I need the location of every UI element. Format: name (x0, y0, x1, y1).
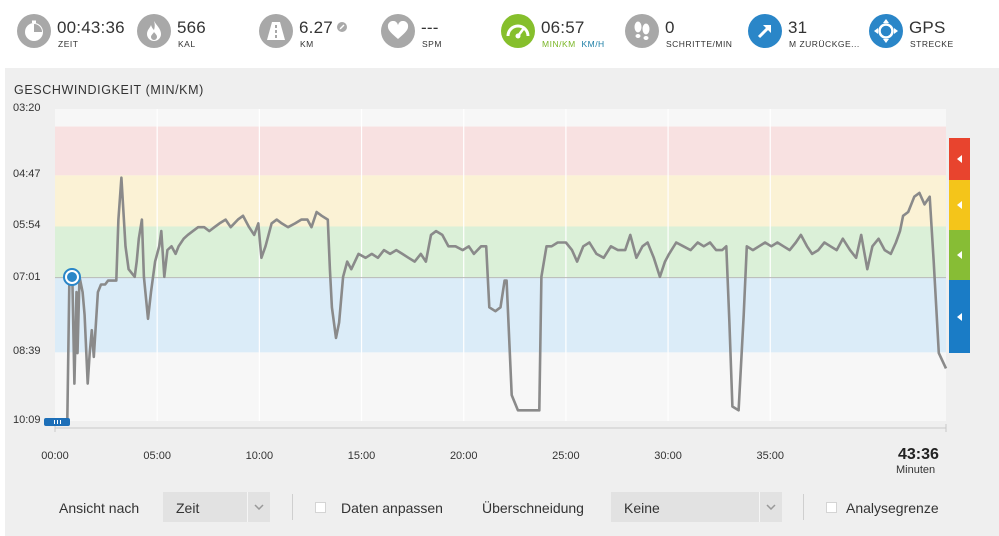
zone-tab-yellow[interactable] (949, 180, 970, 230)
zone-arrow-icon (957, 312, 962, 321)
chart-end-unit: Minuten (896, 464, 936, 476)
view-by-label: Ansicht nach (59, 500, 140, 516)
x-tick-label: 35:00 (756, 450, 785, 462)
view-by-select[interactable]: Zeit (163, 492, 270, 522)
stat-calories-value: 566 (177, 18, 206, 37)
x-tick-label: 30:00 (654, 450, 682, 462)
y-tick-label: 07:01 (13, 270, 41, 283)
speedometer-icon (501, 14, 535, 48)
zone-arrow-icon (957, 251, 962, 259)
flame-icon (137, 14, 171, 48)
fit-data-checkbox[interactable] (315, 502, 326, 513)
stat-distance-value: 6.27 (299, 18, 333, 37)
overlap-select[interactable]: Keine (611, 492, 782, 522)
stat-heart-unit: SPM (422, 39, 442, 49)
divider (803, 494, 804, 520)
stat-cadence-unit: SCHRITTE/MIN (666, 39, 733, 49)
y-tick-label: 04:47 (13, 168, 41, 181)
range-start-handle[interactable] (44, 418, 70, 426)
zone-tab-blue[interactable] (949, 280, 970, 353)
chart-end-time: 43:36 (898, 446, 939, 463)
pace-chart[interactable] (5, 68, 999, 536)
x-tick-label: 15:00 (347, 450, 376, 462)
overlap-label: Überschneidung (482, 500, 584, 516)
x-tick-label: 05:00 (143, 450, 171, 462)
zone-tab-green[interactable] (949, 230, 970, 280)
stat-route-value: GPS (909, 18, 946, 37)
road-icon (259, 14, 293, 48)
edit-distance-icon[interactable] (337, 22, 347, 32)
y-tick-label: 03:20 (13, 102, 41, 114)
stat-distance-unit: KM (300, 39, 314, 49)
unit-km-h-toggle[interactable]: KM/H (581, 39, 605, 49)
stat-time-unit: ZEIT (58, 39, 79, 49)
zone-band-green (55, 226, 946, 278)
x-tick-label: 25:00 (552, 450, 580, 462)
x-tick-label: 20:00 (449, 450, 478, 462)
x-tick-label: 10:00 (245, 450, 274, 462)
stat-elevation-value: 31 (788, 18, 808, 37)
stopwatch-icon (17, 14, 51, 48)
analysis-limit-checkbox[interactable] (826, 502, 837, 513)
stat-pace-unit: MIN/KM KM/H (542, 39, 605, 49)
view-by-value: Zeit (176, 500, 200, 516)
unit-min-km-toggle[interactable]: MIN/KM (542, 39, 576, 49)
position-marker[interactable] (63, 268, 81, 286)
chevron-down-icon (759, 492, 782, 522)
x-tick-label: 00:00 (41, 450, 69, 462)
analysis-limit-label[interactable]: Analysegrenze (846, 500, 939, 516)
stat-time-value: 00:43:36 (57, 18, 125, 37)
pace-series-line (55, 176, 948, 423)
marker-dot-icon (67, 272, 77, 282)
stat-elevation-unit: M ZURÜCKGE... (789, 39, 860, 49)
overlap-value: Keine (624, 500, 660, 516)
zone-band-yellow (55, 175, 946, 227)
chart-title: GESCHWINDIGKEIT (MIN/KM) (14, 83, 204, 97)
y-tick-label: 05:54 (13, 219, 41, 232)
gps-compass-icon[interactable] (869, 14, 903, 48)
zone-band-red (55, 126, 946, 176)
zone-arrow-icon (957, 155, 962, 163)
footsteps-icon (625, 14, 659, 48)
stats-bar: 00:43:36 ZEIT 566 KAL 6.27 KM --- SPM 06… (0, 0, 999, 64)
stat-calories-unit: KAL (178, 39, 196, 49)
elevation-arrow-icon (748, 14, 782, 48)
zone-band-blue (55, 277, 946, 353)
chevron-down-icon (247, 492, 270, 522)
stat-heart-value: --- (421, 18, 439, 37)
stat-route-unit: STRECKE (910, 39, 954, 49)
fit-data-label[interactable]: Daten anpassen (341, 500, 443, 516)
stat-pace-value: 06:57 (541, 18, 585, 37)
divider (292, 494, 293, 520)
zone-arrow-icon (957, 201, 962, 209)
speed-chart-panel: GESCHWINDIGKEIT (MIN/KM) 03:20 04:47 05:54… (5, 68, 999, 536)
grip-icon (53, 420, 55, 424)
y-tick-label: 10:09 (13, 414, 41, 426)
zone-tab-red[interactable] (949, 138, 970, 180)
y-tick-label: 08:39 (13, 345, 41, 358)
grip-icon (59, 420, 61, 424)
heart-icon (381, 14, 415, 48)
grip-icon (56, 420, 58, 424)
stat-cadence-value: 0 (665, 18, 675, 37)
